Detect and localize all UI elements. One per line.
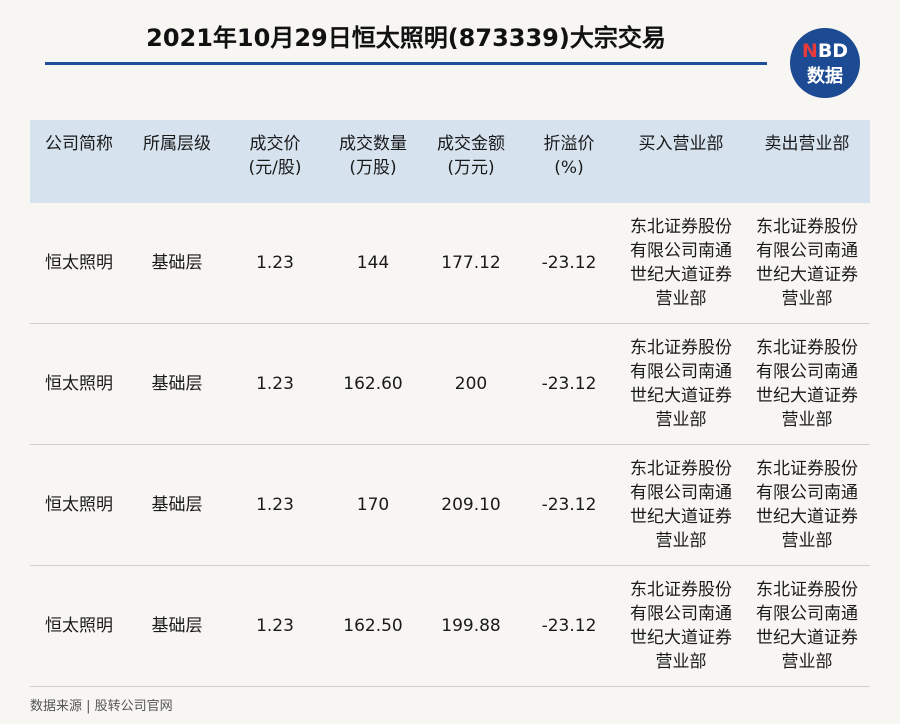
cell-buyer: 东北证券股份有限公司南通世纪大道证券营业部	[618, 323, 744, 445]
cell-buyer: 东北证券股份有限公司南通世纪大道证券营业部	[618, 203, 744, 324]
cell-volume: 162.60	[324, 323, 422, 445]
cell-tier: 基础层	[128, 565, 226, 687]
cell-volume: 170	[324, 444, 422, 566]
cell-amount: 199.88	[422, 565, 520, 687]
header-company: 公司简称	[30, 120, 128, 203]
page-title: 2021年10月29日恒太照明(873339)大宗交易	[146, 24, 666, 52]
logo-n: N	[801, 40, 818, 62]
cell-buyer: 东北证券股份有限公司南通世纪大道证券营业部	[618, 565, 744, 687]
nbd-logo: NBD 数据	[790, 28, 860, 98]
cell-premium: -23.12	[520, 323, 618, 445]
cell-seller: 东北证券股份有限公司南通世纪大道证券营业部	[744, 565, 870, 687]
cell-volume: 162.50	[324, 565, 422, 687]
cell-price: 1.23	[226, 444, 324, 566]
cell-amount: 209.10	[422, 444, 520, 566]
cell-seller: 东北证券股份有限公司南通世纪大道证券营业部	[744, 203, 870, 324]
cell-buyer: 东北证券股份有限公司南通世纪大道证券营业部	[618, 444, 744, 566]
cell-tier: 基础层	[128, 444, 226, 566]
logo-bd: BD	[817, 40, 849, 62]
table-row: 恒太照明 基础层 1.23 162.50 199.88 -23.12 东北证券股…	[30, 565, 870, 687]
title-divider	[45, 62, 767, 65]
cell-price: 1.23	[226, 323, 324, 445]
cell-premium: -23.12	[520, 444, 618, 566]
cell-company: 恒太照明	[30, 203, 128, 324]
table-header-row: 公司简称 所属层级 成交价 (元/股) 成交数量 (万股) 成交金额 (万元) 折溢价…	[30, 120, 870, 203]
cell-tier: 基础层	[128, 323, 226, 445]
header-volume: 成交数量 (万股)	[324, 120, 422, 203]
cell-seller: 东北证券股份有限公司南通世纪大道证券营业部	[744, 444, 870, 566]
header-seller: 卖出营业部	[744, 120, 870, 203]
cell-premium: -23.12	[520, 565, 618, 687]
cell-amount: 200	[422, 323, 520, 445]
header-premium: 折溢价 (%)	[520, 120, 618, 203]
header-amount: 成交金额 (万元)	[422, 120, 520, 203]
cell-amount: 177.12	[422, 203, 520, 324]
header-buyer: 买入营业部	[618, 120, 744, 203]
table-row: 恒太照明 基础层 1.23 170 209.10 -23.12 东北证券股份有限…	[30, 444, 870, 566]
block-trade-table: 公司简称 所属层级 成交价 (元/股) 成交数量 (万股) 成交金额 (万元) 折溢价…	[30, 120, 870, 687]
header-price: 成交价 (元/股)	[226, 120, 324, 203]
cell-volume: 144	[324, 203, 422, 324]
cell-seller: 东北证券股份有限公司南通世纪大道证券营业部	[744, 323, 870, 445]
table-row: 恒太照明 基础层 1.23 162.60 200 -23.12 东北证券股份有限…	[30, 323, 870, 445]
cell-price: 1.23	[226, 203, 324, 324]
table-row: 恒太照明 基础层 1.23 144 177.12 -23.12 东北证券股份有限…	[30, 203, 870, 324]
cell-company: 恒太照明	[30, 444, 128, 566]
header-tier: 所属层级	[128, 120, 226, 203]
cell-premium: -23.12	[520, 203, 618, 324]
cell-company: 恒太照明	[30, 323, 128, 445]
cell-price: 1.23	[226, 565, 324, 687]
cell-tier: 基础层	[128, 203, 226, 324]
logo-line-1: NBD	[790, 40, 860, 62]
logo-line-2: 数据	[807, 66, 843, 87]
cell-company: 恒太照明	[30, 565, 128, 687]
data-source: 数据来源 | 股转公司官网	[30, 699, 173, 714]
